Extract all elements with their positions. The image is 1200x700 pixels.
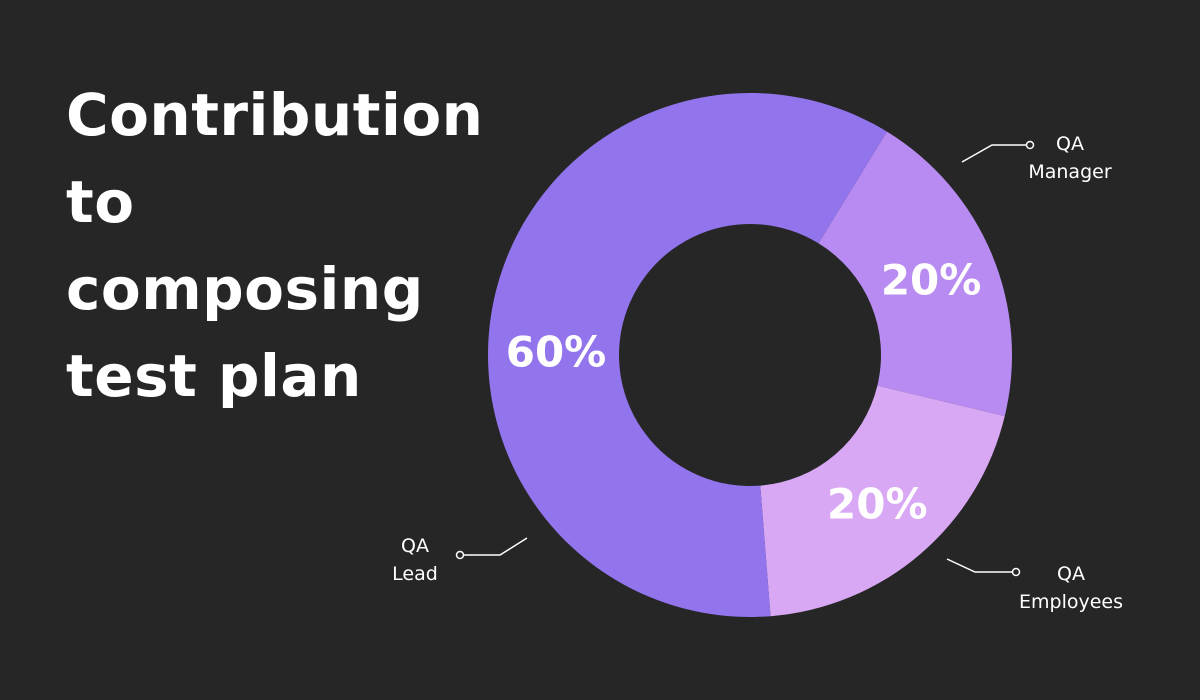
legend-label: QA LeadQA Lead (392, 535, 438, 585)
callout-dot (1025, 140, 1035, 150)
pct-label-qa-lead: 60% (506, 328, 607, 377)
slice-qa-manager (818, 131, 1012, 417)
callout-line (460, 537, 528, 556)
slice-qa-employees (760, 385, 1005, 617)
callout-line (946, 558, 1016, 573)
legend-qa-lead: QA LeadQA Lead (392, 535, 528, 585)
callout-dot (1011, 567, 1021, 577)
chart-title: Contribution to composing test plan (66, 81, 484, 410)
slice-qa-lead (488, 92, 887, 617)
pct-label-qa-employees: 20% (827, 480, 928, 529)
callout-dot (455, 550, 465, 560)
pct-label-qa-manager: 20% (881, 255, 982, 304)
callout-line (961, 144, 1030, 163)
